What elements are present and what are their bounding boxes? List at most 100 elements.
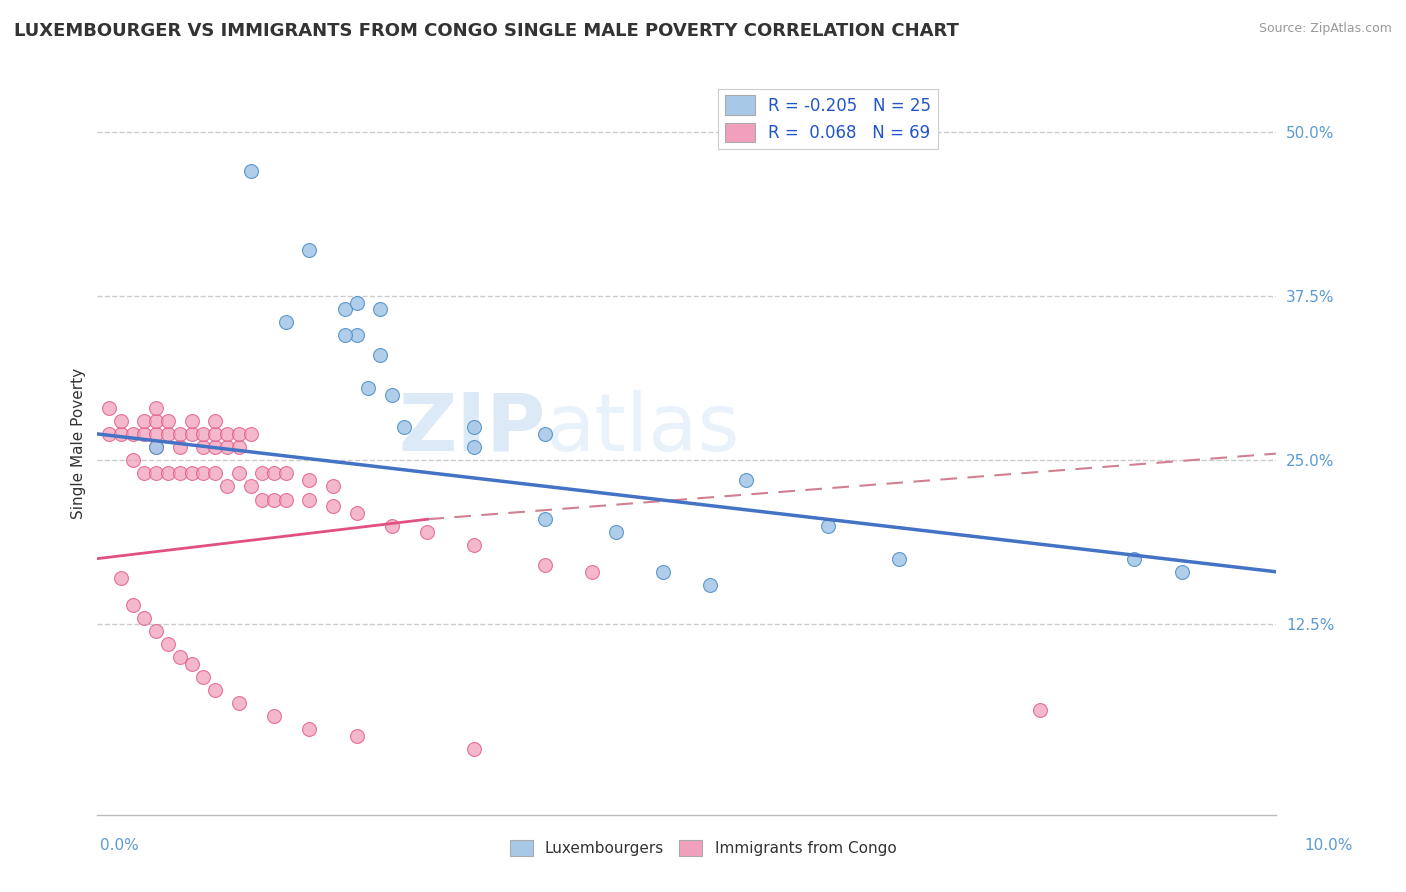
- Point: [817, 518, 839, 533]
- Point: [274, 315, 297, 329]
- Point: [463, 742, 485, 756]
- Point: [463, 539, 485, 553]
- Point: [263, 467, 285, 481]
- Point: [169, 426, 191, 441]
- Point: [121, 426, 143, 441]
- Point: [274, 467, 297, 481]
- Point: [534, 426, 557, 441]
- Point: [193, 426, 215, 441]
- Point: [333, 328, 356, 343]
- Point: [193, 467, 215, 481]
- Point: [239, 479, 262, 493]
- Point: [274, 492, 297, 507]
- Text: atlas: atlas: [546, 390, 740, 468]
- Point: [581, 565, 603, 579]
- Point: [1170, 565, 1192, 579]
- Point: [134, 414, 156, 428]
- Point: [204, 440, 226, 454]
- Point: [346, 295, 368, 310]
- Point: [298, 243, 321, 257]
- Point: [392, 420, 415, 434]
- Point: [145, 426, 167, 441]
- Point: [204, 682, 226, 697]
- Point: [368, 348, 391, 362]
- Point: [169, 467, 191, 481]
- Point: [110, 571, 132, 585]
- Point: [145, 467, 167, 481]
- Point: [368, 302, 391, 317]
- Point: [1029, 702, 1052, 716]
- Point: [145, 440, 167, 454]
- Point: [193, 670, 215, 684]
- Point: [110, 426, 132, 441]
- Point: [298, 473, 321, 487]
- Point: [357, 381, 380, 395]
- Point: [534, 558, 557, 573]
- Text: Source: ZipAtlas.com: Source: ZipAtlas.com: [1258, 22, 1392, 36]
- Point: [381, 518, 404, 533]
- Point: [157, 637, 180, 651]
- Point: [381, 387, 404, 401]
- Text: ZIP: ZIP: [398, 390, 546, 468]
- Point: [215, 426, 238, 441]
- Point: [180, 414, 202, 428]
- Y-axis label: Single Male Poverty: Single Male Poverty: [72, 368, 86, 519]
- Point: [534, 512, 557, 526]
- Legend: R = -0.205   N = 25, R =  0.068   N = 69: R = -0.205 N = 25, R = 0.068 N = 69: [718, 88, 938, 149]
- Legend: Luxembourgers, Immigrants from Congo: Luxembourgers, Immigrants from Congo: [503, 834, 903, 862]
- Text: 10.0%: 10.0%: [1305, 838, 1353, 853]
- Point: [652, 565, 675, 579]
- Point: [169, 650, 191, 665]
- Point: [98, 426, 121, 441]
- Point: [157, 467, 180, 481]
- Point: [180, 426, 202, 441]
- Point: [193, 440, 215, 454]
- Point: [145, 440, 167, 454]
- Point: [252, 492, 274, 507]
- Point: [134, 426, 156, 441]
- Point: [134, 610, 156, 624]
- Point: [239, 426, 262, 441]
- Point: [145, 414, 167, 428]
- Point: [180, 657, 202, 671]
- Point: [98, 401, 121, 415]
- Point: [699, 578, 721, 592]
- Point: [110, 414, 132, 428]
- Point: [169, 440, 191, 454]
- Point: [1123, 551, 1146, 566]
- Point: [263, 492, 285, 507]
- Point: [180, 467, 202, 481]
- Point: [734, 473, 756, 487]
- Point: [463, 420, 485, 434]
- Point: [463, 440, 485, 454]
- Point: [215, 479, 238, 493]
- Point: [322, 499, 344, 513]
- Point: [252, 467, 274, 481]
- Point: [605, 525, 627, 540]
- Point: [204, 414, 226, 428]
- Point: [121, 453, 143, 467]
- Point: [346, 506, 368, 520]
- Point: [157, 414, 180, 428]
- Point: [228, 696, 250, 710]
- Point: [228, 467, 250, 481]
- Point: [145, 401, 167, 415]
- Point: [322, 479, 344, 493]
- Point: [416, 525, 439, 540]
- Text: 0.0%: 0.0%: [100, 838, 139, 853]
- Point: [346, 328, 368, 343]
- Point: [333, 302, 356, 317]
- Point: [887, 551, 910, 566]
- Point: [298, 492, 321, 507]
- Point: [204, 426, 226, 441]
- Point: [134, 467, 156, 481]
- Point: [145, 624, 167, 638]
- Point: [157, 426, 180, 441]
- Text: LUXEMBOURGER VS IMMIGRANTS FROM CONGO SINGLE MALE POVERTY CORRELATION CHART: LUXEMBOURGER VS IMMIGRANTS FROM CONGO SI…: [14, 22, 959, 40]
- Point: [239, 164, 262, 178]
- Point: [263, 709, 285, 723]
- Point: [298, 723, 321, 737]
- Point: [215, 440, 238, 454]
- Point: [228, 426, 250, 441]
- Point: [228, 440, 250, 454]
